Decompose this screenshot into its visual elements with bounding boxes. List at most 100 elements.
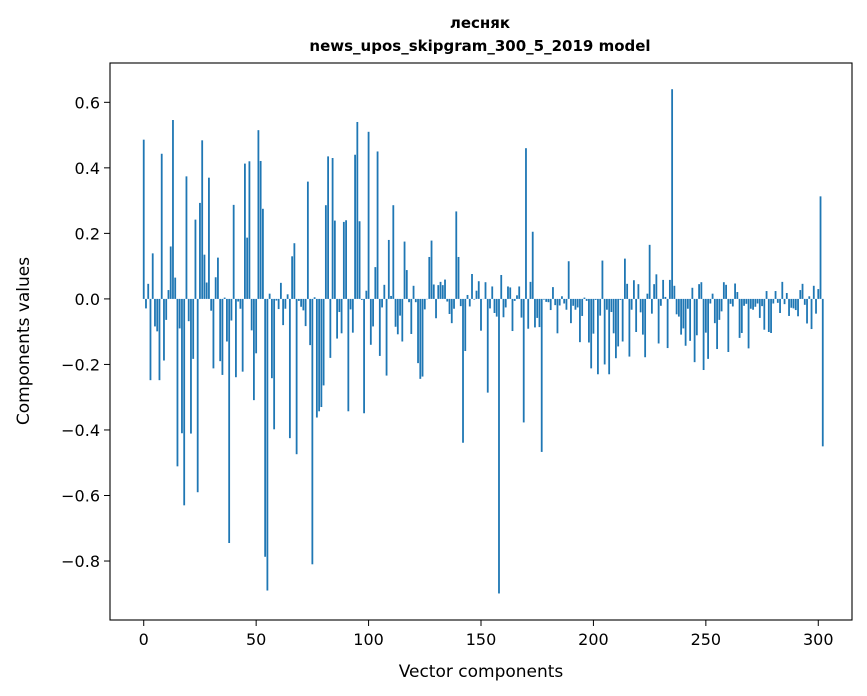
y-tick-label: −0.2: [61, 355, 100, 374]
y-tick-label: 0.6: [75, 93, 100, 112]
bar: [466, 294, 469, 299]
bar: [351, 298, 354, 333]
bar: [212, 298, 215, 369]
bar: [257, 130, 260, 299]
bar: [262, 208, 264, 299]
bar: [331, 158, 334, 299]
bar: [340, 298, 343, 334]
bar: [495, 298, 498, 317]
bar: [534, 298, 536, 328]
x-tick-label: 200: [578, 630, 609, 649]
bar: [192, 298, 195, 359]
bar: [221, 298, 224, 375]
bar: [255, 298, 258, 354]
bar: [540, 298, 543, 452]
bar: [680, 298, 683, 335]
bar: [313, 297, 316, 299]
bar: [745, 298, 748, 304]
bar: [511, 298, 514, 332]
bar: [788, 298, 790, 316]
bar: [284, 298, 287, 309]
bar: [441, 285, 444, 299]
bar: [556, 298, 559, 334]
bar: [304, 298, 307, 327]
bar: [747, 298, 750, 349]
bar: [545, 298, 548, 302]
bar: [516, 295, 518, 299]
bar: [279, 282, 282, 299]
bar: [603, 298, 606, 365]
bar: [581, 298, 584, 316]
bar: [489, 298, 491, 309]
bar: [693, 298, 696, 363]
bar: [378, 298, 381, 356]
bar: [635, 298, 638, 332]
bar: [583, 297, 586, 299]
bar: [266, 298, 269, 591]
bar: [421, 298, 424, 377]
bar: [423, 298, 426, 310]
bar: [228, 298, 231, 544]
bar: [704, 298, 707, 333]
bars-group: [142, 89, 824, 594]
bar: [226, 298, 228, 342]
bar: [405, 270, 408, 299]
bar: [338, 298, 341, 313]
bar: [770, 298, 772, 333]
bar: [235, 298, 237, 378]
bar: [480, 298, 482, 331]
bar: [641, 298, 644, 335]
bar: [725, 284, 727, 299]
bar: [713, 298, 716, 324]
bar: [531, 231, 534, 299]
bar: [286, 294, 289, 299]
bar: [509, 287, 512, 299]
bar: [803, 298, 806, 305]
x-axis-ticks: 0 50 100 150 200 250 300: [139, 620, 834, 649]
bar: [291, 256, 294, 299]
bar: [756, 298, 759, 304]
bar: [464, 298, 467, 352]
bar: [453, 298, 455, 309]
bar: [821, 298, 824, 447]
bar: [817, 289, 820, 299]
bar: [232, 204, 235, 299]
x-tick-label: 150: [466, 630, 497, 649]
bar: [767, 298, 770, 332]
bar: [190, 298, 192, 434]
bar: [653, 284, 656, 299]
x-tick-label: 250: [691, 630, 722, 649]
bar: [219, 298, 222, 362]
bar: [686, 298, 689, 309]
bar: [156, 298, 159, 332]
bar: [468, 298, 471, 307]
bar: [462, 298, 464, 443]
axes-frame: [109, 62, 853, 621]
bar: [610, 298, 613, 313]
bar: [588, 298, 590, 343]
bar: [498, 298, 500, 594]
bar: [342, 221, 345, 299]
bar: [797, 298, 799, 317]
bar: [484, 282, 487, 299]
bar: [446, 298, 449, 302]
bar: [709, 298, 712, 304]
bar: [554, 298, 557, 306]
bar: [664, 296, 667, 299]
y-tick-label: −0.4: [61, 421, 100, 440]
bar: [437, 285, 440, 299]
bar: [383, 284, 386, 299]
bar: [666, 298, 669, 349]
bar: [565, 298, 568, 310]
bar: [819, 196, 822, 299]
bar: [457, 256, 460, 299]
bar: [601, 260, 604, 299]
bar: [363, 298, 365, 414]
bar: [691, 287, 694, 299]
bar: [318, 298, 321, 412]
bar: [322, 298, 325, 386]
bar: [792, 298, 795, 309]
bar: [695, 298, 698, 336]
bar: [311, 298, 314, 565]
bar: [185, 176, 188, 299]
